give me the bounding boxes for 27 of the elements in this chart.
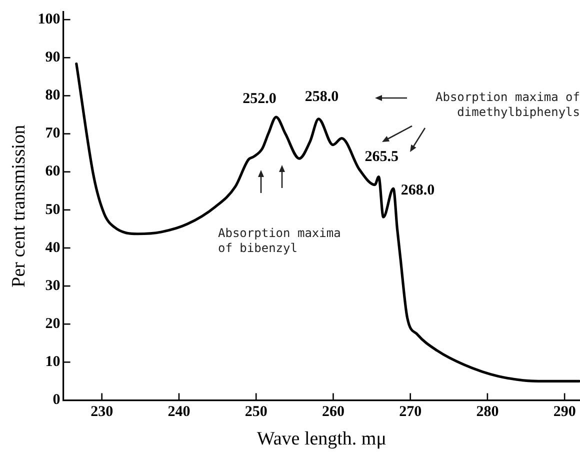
- x-tick-label: 250: [244, 404, 268, 420]
- annotation: Absorption maxima of dimethylbiphenyls: [434, 90, 580, 120]
- x-tick-label: 230: [90, 404, 114, 420]
- y-tick-label: 70: [45, 126, 60, 142]
- annotation: 252.0: [242, 91, 276, 108]
- y-tick-label: 20: [45, 316, 60, 332]
- y-tick-label: 90: [45, 50, 60, 66]
- annotation: 268.0: [400, 182, 435, 199]
- y-tick-label: 60: [45, 164, 60, 180]
- y-tick-label: 80: [45, 88, 60, 104]
- x-tick-label: 290: [553, 404, 576, 420]
- y-tick-label: 30: [45, 278, 60, 294]
- x-tick-label: 240: [168, 404, 190, 420]
- y-tick-label: 100: [38, 11, 60, 28]
- x-tick-label: 270: [399, 404, 422, 420]
- y-tick-label: 0: [52, 392, 60, 408]
- x-tick-label: 260: [322, 404, 344, 420]
- y-axis-title: Per cent transmission: [8, 124, 30, 288]
- line-series: [75, 62, 580, 382]
- y-tick-label: 40: [45, 240, 60, 256]
- annotation: 258.0: [304, 88, 339, 105]
- y-tick-label: 50: [45, 202, 60, 218]
- x-axis-title: Wave length. mμ: [256, 428, 386, 450]
- annotation: Absorption maxima of bibenzyl: [218, 226, 342, 256]
- x-tick-label: 280: [476, 404, 499, 420]
- annotation: 265.5: [364, 148, 399, 165]
- y-tick-label: 10: [45, 354, 60, 370]
